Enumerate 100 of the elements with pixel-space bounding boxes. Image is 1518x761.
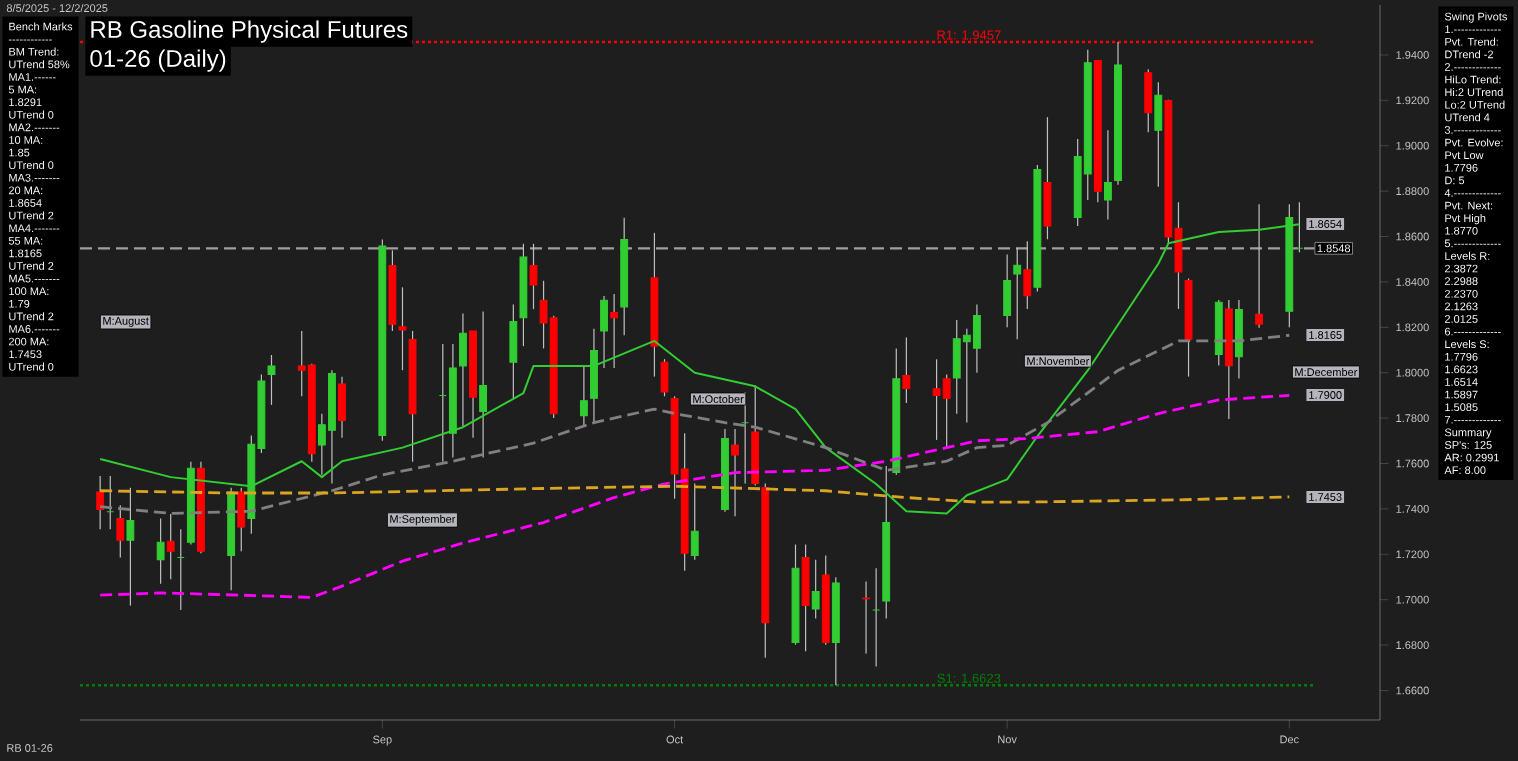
text: ------------: [8, 39, 52, 41]
text: 200 MA:: [8, 337, 49, 346]
text: 100 MA:: [9, 287, 49, 296]
text: 1.8291: [9, 98, 42, 107]
candlestick: [811, 559, 820, 620]
text: 10 MA:: [9, 136, 43, 144]
text: BM Trend:: [9, 47, 59, 56]
text: HiLo Trend:: [1445, 75, 1501, 84]
text: MA5.-------: [9, 274, 60, 283]
text: Summary: [1444, 428, 1492, 439]
x-tick-label: Nov: [998, 735, 1017, 744]
text: UTrend 2: [9, 261, 54, 270]
line-series: [98, 394, 1291, 599]
text: D: 5: [1445, 176, 1465, 185]
candlestick: [106, 475, 115, 530]
y-tick-label: 1.7200: [1396, 550, 1429, 559]
ref-line-label: S1: 1.6623: [937, 673, 1001, 683]
text: 3.-------------: [1444, 126, 1501, 134]
text: UTrend 0: [9, 161, 54, 170]
annotation: M:October: [693, 394, 744, 404]
y-tick-label: 1.9000: [1396, 141, 1429, 150]
text: MA2.-------: [9, 123, 60, 132]
text: 1.7453: [9, 350, 42, 359]
text: Pvt. Evolve:: [1445, 138, 1503, 147]
ref-line-label: R1: 1.9457: [937, 30, 1001, 40]
y-tick-label: 1.7800: [1396, 414, 1429, 422]
candlestick: [731, 428, 739, 517]
candlestick: [267, 354, 276, 406]
annotation: M:August: [103, 317, 149, 327]
candlestick: [539, 280, 548, 350]
text: Bench Marks: [9, 22, 73, 31]
text: MA1.------: [9, 73, 56, 81]
y-tick-label: 1.9200: [1396, 96, 1429, 105]
x-tick-label: Dec: [1280, 735, 1299, 744]
annotation: 8/5/2025 - 12/2/2025: [6, 3, 108, 13]
text: Pvt High: [1445, 214, 1486, 225]
y-tick-label: 1.8400: [1396, 278, 1429, 286]
text: MA6.-------: [9, 325, 60, 333]
y-tick-label: 1.8200: [1396, 323, 1429, 332]
text: 1.6514: [1445, 378, 1478, 386]
text: 2.2370: [1444, 289, 1478, 298]
text: MA4.-------: [9, 224, 60, 232]
text: 1.85: [9, 148, 30, 157]
text: Pvt. Trend:: [1445, 37, 1498, 46]
candlestick: [1013, 247, 1022, 340]
candlestick: [156, 517, 165, 585]
candlestick: [96, 475, 105, 530]
candlestick: [579, 365, 588, 428]
candlestick: [1104, 129, 1112, 221]
text: 1.8165: [9, 249, 42, 258]
candlestick: [962, 328, 971, 424]
text: 5.-------------: [1444, 239, 1501, 248]
text: 20 MA:: [8, 186, 43, 195]
text: Levels R:: [1445, 251, 1490, 260]
candlestick: [398, 286, 407, 371]
text: AR: 0.2991: [1444, 453, 1499, 462]
text: Pvt. Next:: [1445, 201, 1493, 210]
text: 1.8654: [9, 199, 42, 207]
text: Pvt Low: [1445, 151, 1484, 160]
text: DTrend -2: [1445, 50, 1493, 59]
annotation: M:December: [1295, 367, 1358, 377]
text: Levels S:: [1445, 340, 1489, 349]
y-tick-label: 1.8800: [1396, 187, 1429, 196]
text: 5 MA:: [8, 85, 37, 94]
candlestick: [116, 504, 125, 559]
y-tick-label: 1.7600: [1396, 459, 1429, 468]
text: 55 MA:: [8, 237, 43, 245]
text: 01-26 (Daily): [90, 49, 226, 72]
y-tick-label: 1.7400: [1396, 505, 1429, 513]
text: 1.79: [9, 299, 30, 308]
annotation: 1.7453: [1309, 493, 1342, 501]
text: 2.-------------: [1444, 63, 1501, 71]
text: 1.-------------: [1445, 25, 1501, 33]
candlestick: [317, 413, 326, 476]
candlestick: [872, 567, 881, 668]
candlestick: [297, 330, 306, 397]
text: 1.8770: [1445, 226, 1478, 235]
y-tick-label: 1.6600: [1396, 686, 1429, 695]
x-tick-label: Oct: [666, 735, 684, 744]
line-series: [98, 333, 1291, 515]
text: RB Gasoline Physical Futures: [91, 20, 408, 43]
text: 1.7796: [1445, 352, 1478, 361]
text: AF: 8.00: [1444, 466, 1486, 475]
candlestick: [862, 580, 870, 655]
text: UTrend 58%: [9, 60, 70, 69]
y-tick-label: 1.8000: [1396, 368, 1429, 377]
text: 1.6623: [1445, 365, 1478, 374]
y-tick-label: 1.7000: [1396, 595, 1429, 604]
text: 1.5897: [1445, 390, 1478, 399]
text: SP's: 125: [1444, 441, 1492, 449]
candlestick: [166, 513, 175, 580]
annotation: 1.7900: [1309, 391, 1342, 399]
text: 2.0125: [1444, 315, 1478, 323]
text: UTrend 0: [9, 362, 54, 371]
annotation: 1.8165: [1309, 331, 1342, 339]
annotation: M:September: [390, 514, 456, 526]
candlestick: [932, 358, 941, 441]
candlestick: [610, 293, 619, 369]
y-tick-label: 1.9400: [1396, 51, 1429, 59]
text: Swing Pivots: [1444, 12, 1507, 23]
